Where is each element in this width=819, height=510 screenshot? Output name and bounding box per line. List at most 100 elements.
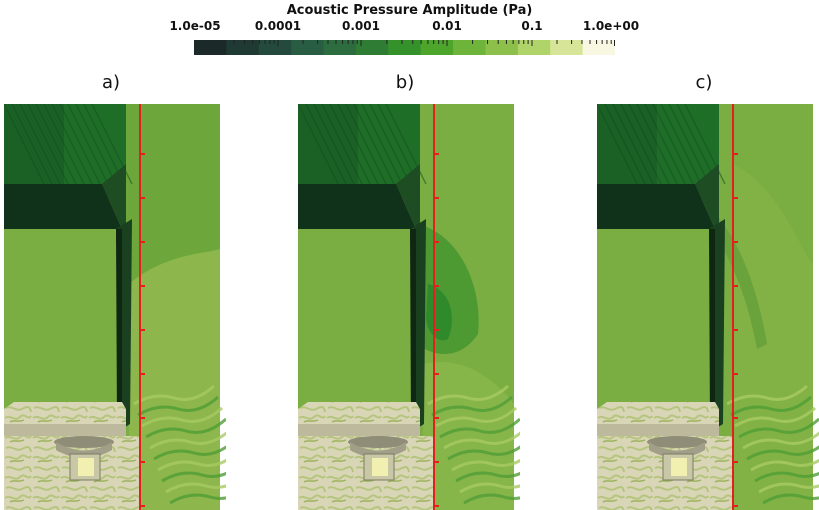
panel-label-a: a) (101, 72, 121, 93)
wave-streak (750, 458, 819, 472)
block-streak (19, 104, 61, 185)
transducer-element (372, 458, 388, 476)
wave-streak (153, 445, 226, 461)
wave-streak (145, 417, 226, 439)
block-streak (59, 104, 101, 185)
colorbar-segment (355, 40, 389, 55)
colorbar-segment (194, 40, 227, 55)
block-streak (305, 104, 347, 185)
pedestal-top (348, 436, 408, 448)
panel-label-c: c) (695, 72, 713, 93)
colorbar-segment (485, 40, 519, 55)
wave-streak (726, 384, 809, 406)
wave-streak (451, 458, 520, 472)
wave-streak (141, 406, 224, 428)
colorbar-title: Acoustic Pressure Amplitude (Pa) (286, 3, 533, 18)
wave-streak (169, 493, 226, 505)
block-streak (612, 104, 654, 185)
colorbar-tick-label: 0.01 (432, 19, 462, 33)
block-streak (361, 104, 403, 185)
panel-label-b: b) (395, 72, 415, 93)
wave-streak (161, 471, 226, 483)
wave-streak (459, 482, 520, 494)
colorbar-segment (291, 40, 325, 55)
block-streak (597, 104, 638, 185)
stem-wall-edge (116, 229, 122, 429)
stem-wall-edge (709, 229, 715, 429)
colorbar-tick-label: 1.0e+00 (582, 19, 640, 33)
transducer-element (78, 458, 94, 476)
wave-streak (730, 395, 813, 417)
upper-block-front (298, 184, 416, 229)
wave-streak (742, 431, 819, 450)
block-streak (644, 104, 686, 185)
block-streak (321, 104, 363, 185)
block-streak (298, 104, 339, 185)
wave-streak (455, 471, 520, 483)
field-zone (426, 284, 452, 341)
wave-streak (427, 384, 510, 406)
upper-block-shade (298, 104, 358, 184)
colorbar-tick-label: 0.1 (521, 19, 543, 33)
block-streak (652, 104, 694, 185)
colorbar-segment (323, 40, 357, 55)
colorbar-segment (388, 40, 422, 55)
field-zone (129, 249, 220, 510)
wave-streak (165, 482, 226, 494)
block-streak (660, 104, 702, 185)
panel-b-field (298, 104, 520, 510)
base-slab-edge (298, 424, 420, 436)
block-streak (43, 104, 85, 185)
wave-streak (133, 384, 216, 406)
block-streak (313, 104, 355, 185)
wave-streak (443, 431, 520, 450)
block-streak (636, 104, 678, 185)
block-streak (329, 104, 371, 185)
base-top-slab (4, 402, 126, 424)
wave-streak (734, 406, 817, 428)
block-streak (75, 104, 117, 185)
block-streak (604, 104, 646, 185)
block-streak (668, 104, 710, 185)
block-streak (337, 104, 379, 185)
transducer-element (671, 458, 687, 476)
block-streak (628, 104, 670, 185)
block-streak (51, 104, 93, 185)
colorbar-tick-label: 0.0001 (254, 19, 302, 33)
wave-streak (447, 445, 520, 461)
block-streak (369, 104, 411, 185)
colorbar-segment (582, 40, 615, 55)
base-top-slab (597, 402, 719, 424)
wave-streak (746, 445, 819, 461)
block-streak (4, 104, 45, 185)
upper-block-front (597, 184, 715, 229)
block-streak (676, 104, 718, 185)
colorbar-tick-label: 1.0e-05 (169, 19, 221, 33)
wave-streak (758, 482, 819, 494)
block-streak (345, 104, 387, 185)
block-streak (83, 104, 125, 185)
wave-streak (738, 417, 819, 439)
panel-a-field (4, 104, 226, 510)
block-streak (27, 104, 69, 185)
block-streak (11, 104, 53, 185)
block-streak (620, 104, 662, 185)
wave-streak (762, 493, 819, 505)
colorbar (194, 40, 615, 55)
wave-streak (463, 493, 520, 505)
panel-c-field (597, 104, 819, 510)
upper-block-shade (4, 104, 64, 184)
colorbar-segment (420, 40, 454, 55)
base-slab-edge (4, 424, 126, 436)
wave-streak (754, 471, 819, 483)
block-streak (67, 104, 109, 185)
wave-streak (435, 406, 518, 428)
colorbar-segment (258, 40, 292, 55)
colorbar-segment (453, 40, 486, 55)
block-streak (35, 104, 77, 185)
base-top-slab (298, 402, 420, 424)
colorbar-segment (550, 40, 584, 55)
upper-block-shade (597, 104, 657, 184)
base-slab-edge (597, 424, 719, 436)
upper-block-front (4, 184, 122, 229)
